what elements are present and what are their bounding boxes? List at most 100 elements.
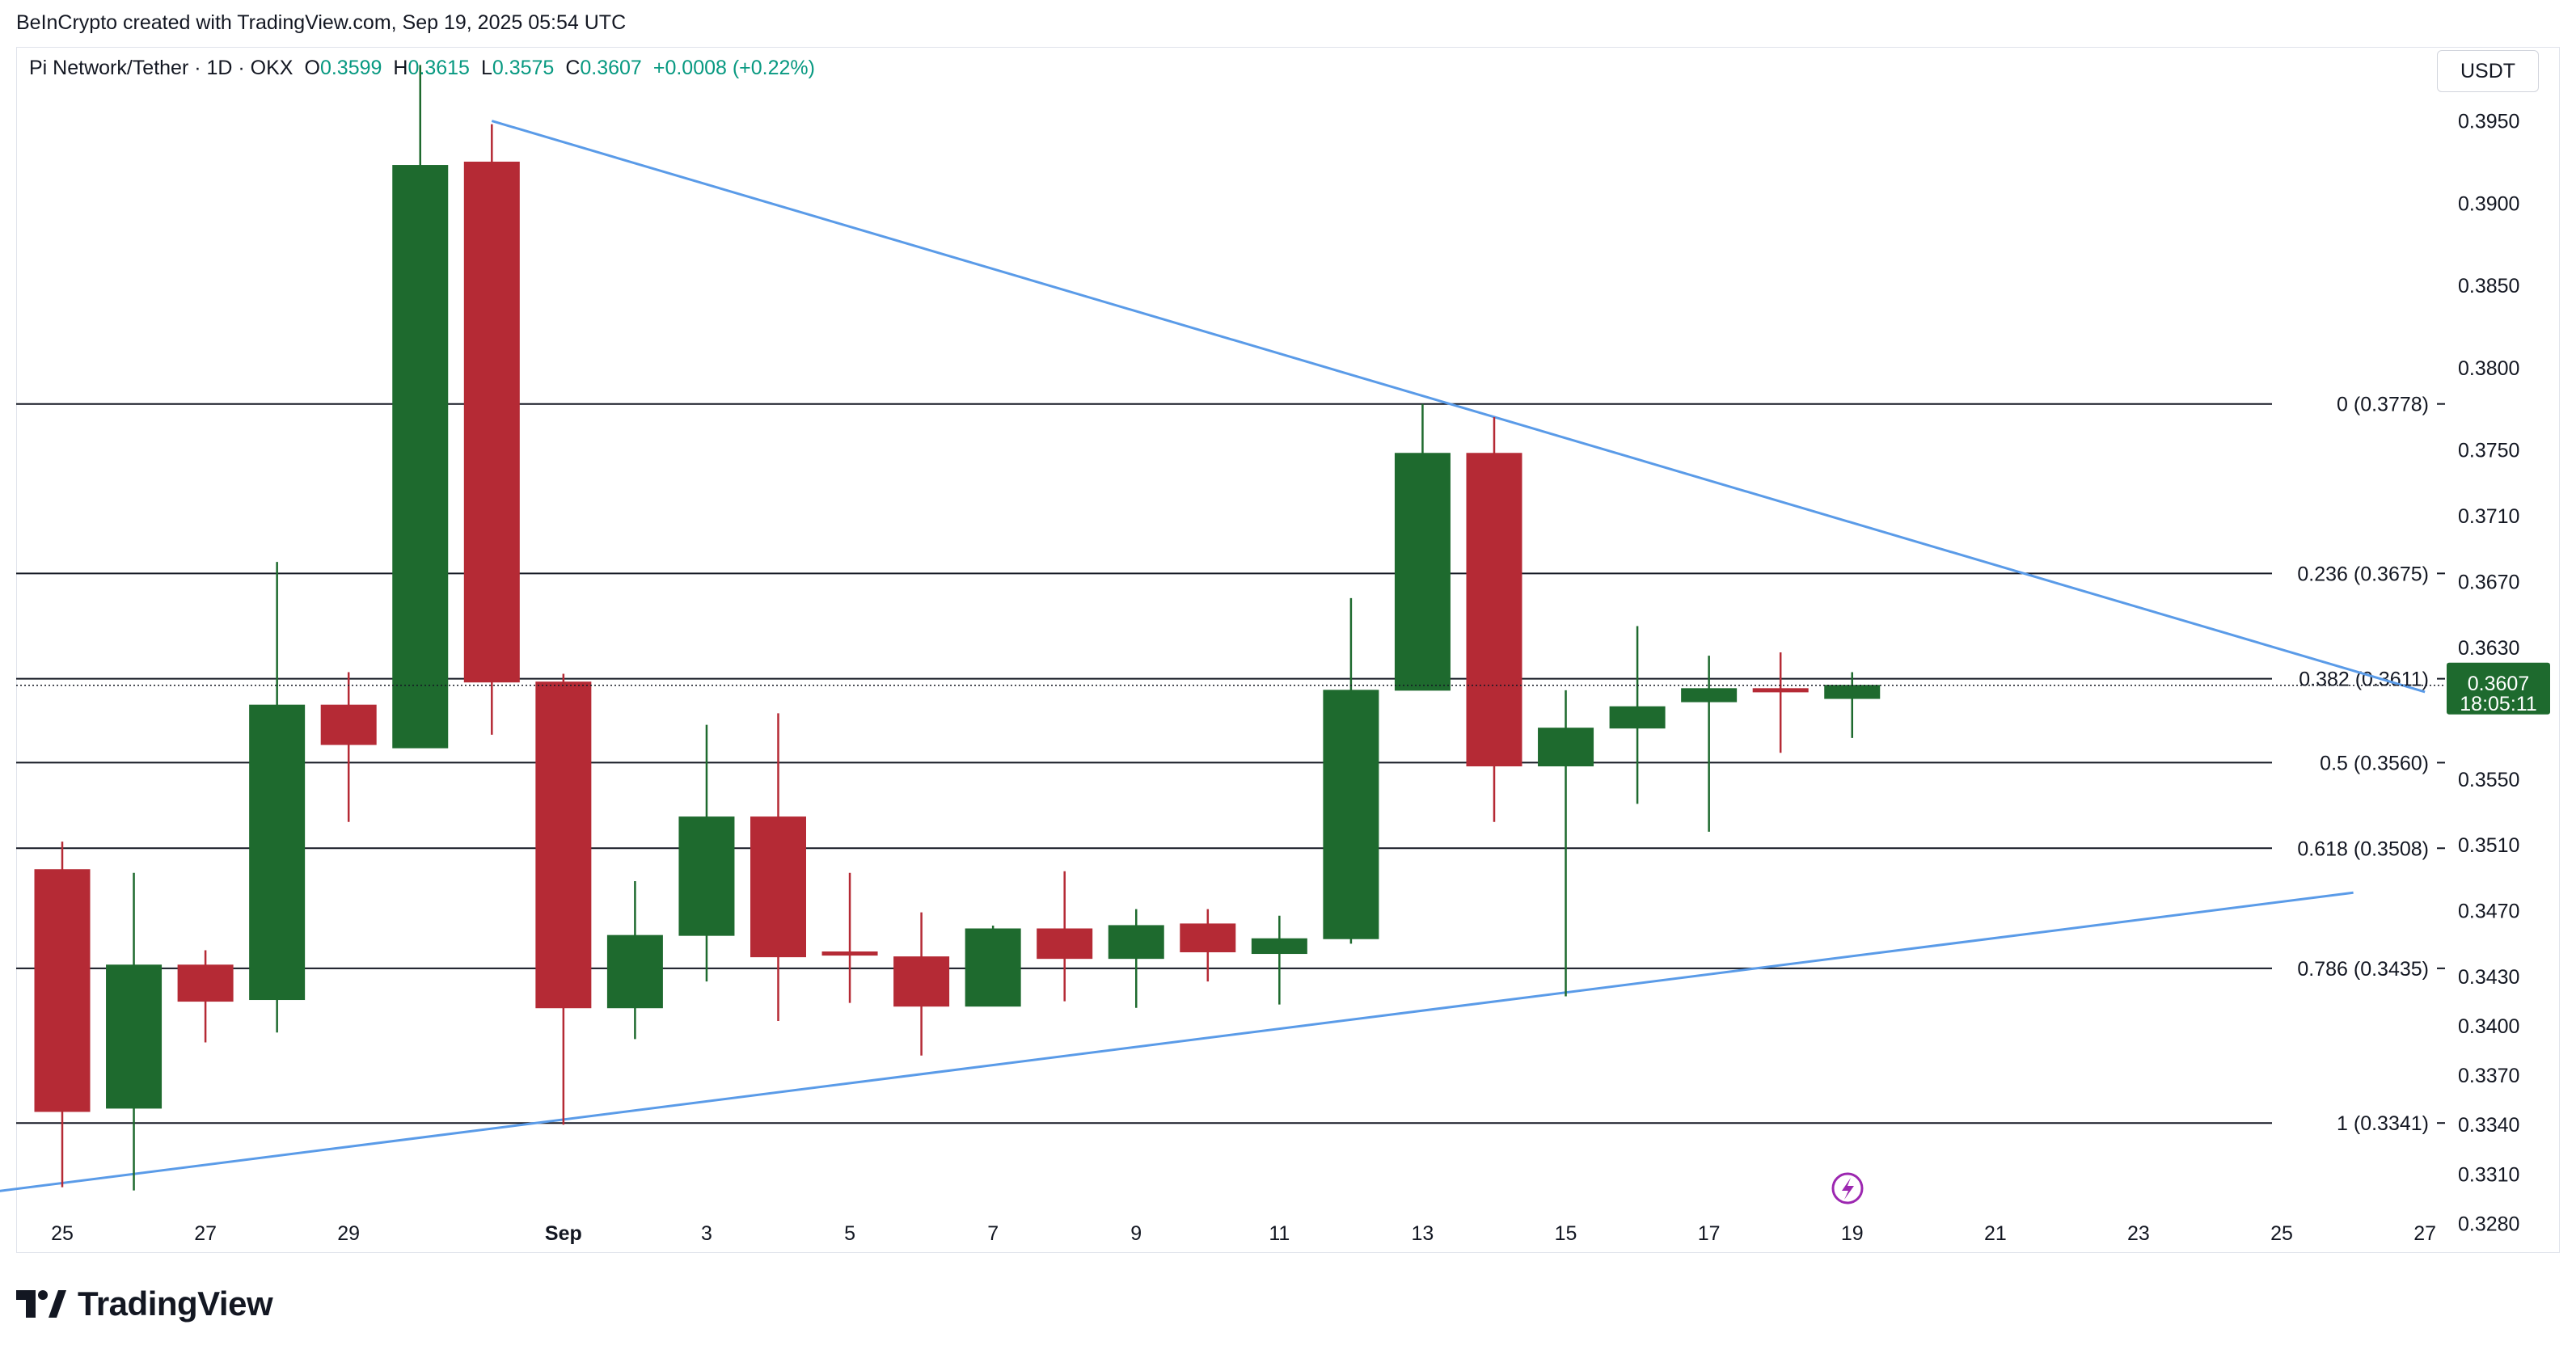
candle-8[interactable] xyxy=(606,880,663,1040)
fibonacci-levels: 0 (0.3778)0.236 (0.3675)0.382 (0.3611)0.… xyxy=(16,394,2445,1135)
x-tick-label-11: 17 xyxy=(1698,1222,1721,1245)
candle-24[interactable] xyxy=(1752,652,1809,753)
x-tick-label-10: 15 xyxy=(1555,1222,1577,1245)
x-tick-label-2: 29 xyxy=(337,1222,360,1245)
y-tick-label-10: 0.3470 xyxy=(2458,901,2519,923)
candle-23[interactable] xyxy=(1681,656,1738,832)
y-tick-label-9: 0.3510 xyxy=(2458,834,2519,857)
y-tick-label-8: 0.3550 xyxy=(2458,769,2519,791)
candle-14[interactable] xyxy=(1037,871,1093,1002)
last-price-badge xyxy=(2447,662,2550,715)
candle-5[interactable] xyxy=(392,65,449,749)
candle-0[interactable] xyxy=(34,842,91,1188)
close-label: C xyxy=(565,57,581,79)
fib-label-3: 0.5 (0.3560) xyxy=(2320,752,2429,774)
candle-6[interactable] xyxy=(463,124,520,735)
candle-body xyxy=(1251,938,1307,955)
candle-body xyxy=(821,951,878,956)
x-tick-label-15: 25 xyxy=(2270,1222,2293,1245)
y-tick-label-14: 0.3340 xyxy=(2458,1114,2519,1137)
candle-body xyxy=(1538,728,1594,767)
currency-button[interactable]: USDT xyxy=(2437,50,2539,92)
close-value: 0.3607 xyxy=(580,57,642,79)
candle-22[interactable] xyxy=(1609,626,1666,804)
high-label: H xyxy=(393,57,408,79)
y-tick-label-15: 0.3310 xyxy=(2458,1163,2519,1186)
candle-body xyxy=(606,934,663,1009)
candle-10[interactable] xyxy=(750,713,806,1021)
high-value: 0.3615 xyxy=(408,57,470,79)
x-tick-label-3: Sep xyxy=(545,1222,582,1245)
x-tick-label-6: 7 xyxy=(987,1222,999,1245)
candle-body xyxy=(1108,925,1164,960)
candle-20[interactable] xyxy=(1466,416,1522,822)
candles xyxy=(34,65,1881,1191)
x-tick-label-12: 19 xyxy=(1841,1222,1864,1245)
candle-body xyxy=(106,964,163,1109)
change-value: +0.0008 (+0.22%) xyxy=(652,57,815,79)
price-axis[interactable]: 0.3950 0.3900 0.3850 0.3800 0.3750 0.3710 0.36… xyxy=(2458,111,2519,1236)
fib-label-5: 0.786 (0.3435) xyxy=(2297,958,2429,981)
y-tick-label-0: 0.3950 xyxy=(2458,111,2519,133)
tradingview-wordmark: TradingView xyxy=(78,1285,273,1323)
trendline-0 xyxy=(491,120,2426,694)
tradingview-logo[interactable]: TradingView xyxy=(16,1284,273,1324)
candle-body xyxy=(1180,923,1236,953)
y-tick-label-7: 0.3630 xyxy=(2458,637,2519,660)
candle-21[interactable] xyxy=(1538,690,1594,997)
x-tick-label-5: 5 xyxy=(844,1222,855,1245)
x-tick-label-0: 25 xyxy=(51,1222,74,1245)
last-price-countdown: 18:05:11 xyxy=(2460,693,2536,715)
fib-label-0: 0 (0.3778) xyxy=(2337,394,2429,416)
last-price-value: 0.3607 xyxy=(2468,673,2529,695)
candle-13[interactable] xyxy=(965,925,1021,1007)
candle-body xyxy=(678,816,735,936)
candle-19[interactable] xyxy=(1394,403,1451,691)
candle-18[interactable] xyxy=(1323,597,1379,944)
x-tick-label-16: 27 xyxy=(2413,1222,2436,1245)
lightning-icon[interactable] xyxy=(1831,1172,1864,1204)
y-tick-label-2: 0.3850 xyxy=(2458,275,2519,297)
y-tick-label-13: 0.3370 xyxy=(2458,1065,2519,1087)
x-tick-label-8: 11 xyxy=(1269,1222,1290,1245)
candle-body xyxy=(535,681,592,1009)
candle-9[interactable] xyxy=(678,724,735,982)
candle-body xyxy=(965,928,1021,1007)
fib-label-4: 0.618 (0.3508) xyxy=(2297,837,2429,860)
candle-25[interactable] xyxy=(1824,672,1881,738)
time-axis[interactable]: 25 27 29 Sep 3 5 7 9 11 13 15 17 19 21 23 25 27 xyxy=(51,1222,2436,1245)
candle-11[interactable] xyxy=(821,872,878,1003)
chart-credit: BeInCrypto created with TradingView.com,… xyxy=(16,11,627,34)
candle-body xyxy=(1609,706,1666,729)
candle-body xyxy=(1466,453,1522,767)
candle-1[interactable] xyxy=(106,872,163,1191)
candle-15[interactable] xyxy=(1108,909,1164,1008)
y-tick-label-6: 0.3670 xyxy=(2458,572,2519,594)
symbol-name[interactable]: Pi Network/Tether · 1D · OKX xyxy=(29,57,293,79)
x-tick-label-13: 21 xyxy=(1984,1222,2007,1245)
candle-4[interactable] xyxy=(320,672,377,822)
candle-body xyxy=(1824,685,1881,699)
candle-17[interactable] xyxy=(1251,915,1307,1005)
candle-2[interactable] xyxy=(177,950,234,1043)
candle-body xyxy=(392,165,449,749)
candle-12[interactable] xyxy=(893,912,950,1056)
candle-body xyxy=(320,704,377,745)
candle-body xyxy=(177,964,234,1002)
fib-label-6: 1 (0.3341) xyxy=(2337,1112,2429,1135)
y-tick-label-4: 0.3750 xyxy=(2458,440,2519,462)
x-tick-label-14: 23 xyxy=(2127,1222,2150,1245)
candle-body xyxy=(893,956,950,1007)
y-tick-label-5: 0.3710 xyxy=(2458,505,2519,528)
candle-16[interactable] xyxy=(1180,909,1236,982)
candle-7[interactable] xyxy=(535,673,592,1125)
y-tick-label-11: 0.3430 xyxy=(2458,966,2519,989)
candle-3[interactable] xyxy=(249,562,306,1033)
x-tick-label-4: 3 xyxy=(701,1222,712,1245)
fib-label-1: 0.236 (0.3675) xyxy=(2297,563,2429,585)
x-tick-label-1: 27 xyxy=(194,1222,217,1245)
candle-body xyxy=(1323,690,1379,939)
y-tick-label-3: 0.3800 xyxy=(2458,357,2519,380)
